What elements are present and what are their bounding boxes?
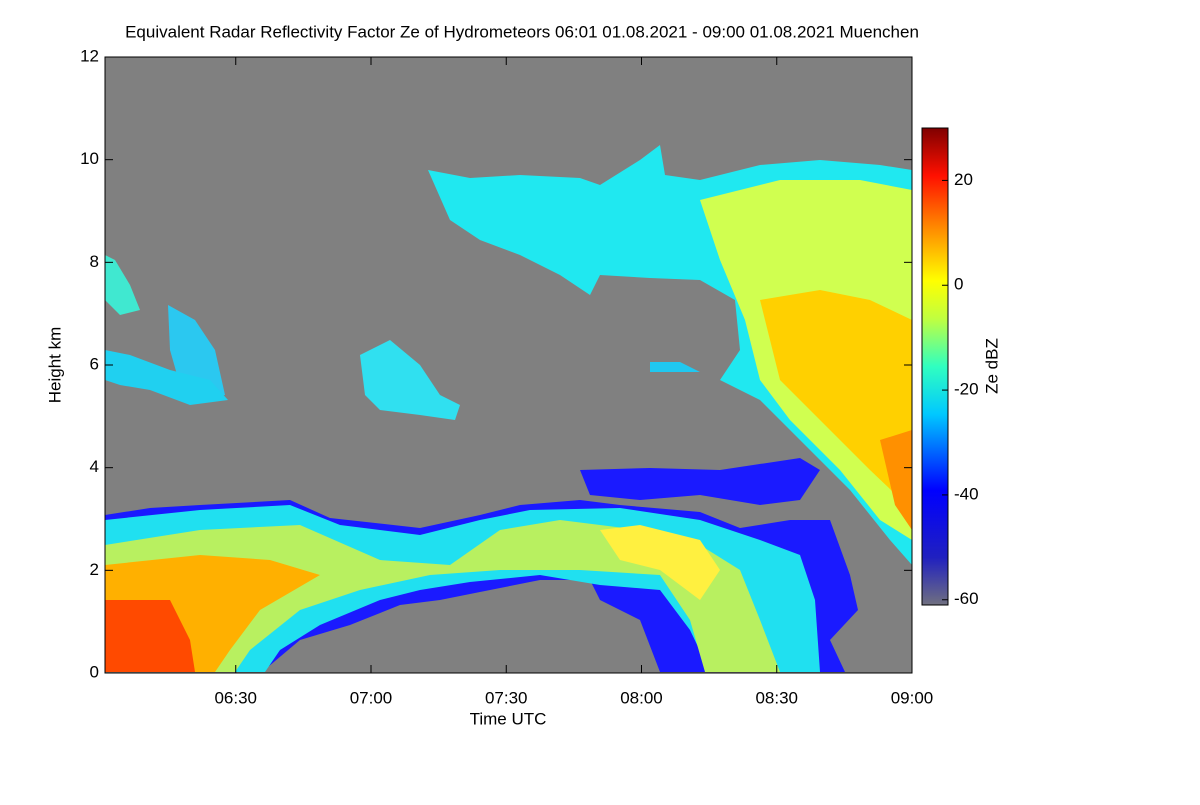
y-tick-label: 8	[90, 252, 99, 271]
x-tick-label: 07:00	[350, 688, 393, 707]
x-tick-label: 07:30	[485, 688, 528, 707]
echo-field	[105, 145, 912, 672]
y-tick-label: 10	[80, 149, 99, 168]
chart-title: Equivalent Radar Reflectivity Factor Ze …	[125, 22, 919, 41]
colorbar-tick-label: 0	[954, 275, 963, 294]
x-axis-label: Time UTC	[470, 709, 547, 728]
x-tick-label: 09:00	[891, 688, 934, 707]
colorbar	[921, 127, 949, 606]
y-axis-label: Height km	[45, 327, 64, 404]
echo-region	[760, 290, 912, 510]
echo-region	[105, 520, 780, 672]
y-tick-label: 12	[80, 46, 99, 65]
y-tick-label: 2	[90, 560, 99, 579]
colorbar-tick-label: -40	[954, 484, 979, 503]
echo-region	[600, 525, 720, 600]
echo-region	[105, 600, 195, 672]
y-tick-label: 6	[90, 354, 99, 373]
colorbar-label: Ze dBZ	[982, 338, 1001, 394]
x-tick-label: 08:00	[620, 688, 663, 707]
echo-region	[360, 340, 460, 420]
echo-region	[580, 458, 820, 505]
echo-region	[880, 430, 912, 530]
echo-region	[650, 362, 700, 372]
echo-region	[105, 255, 140, 315]
y-tick-label: 0	[90, 662, 99, 681]
x-tick-label: 08:30	[755, 688, 798, 707]
colorbar-tick-label: 20	[954, 170, 973, 189]
echo-region	[105, 350, 228, 405]
colorbar-tick-label: -60	[954, 589, 979, 608]
colorbar-tick-label: -20	[954, 380, 979, 399]
y-tick-label: 4	[90, 457, 99, 476]
x-tick-label: 06:30	[214, 688, 257, 707]
